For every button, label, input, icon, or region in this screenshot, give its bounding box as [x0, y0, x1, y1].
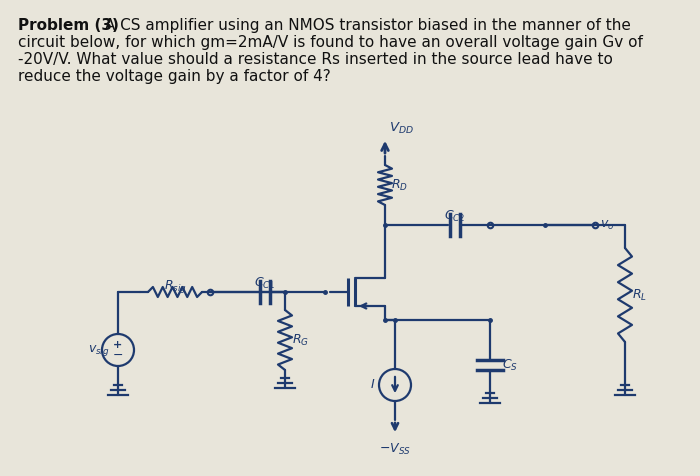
- Text: −: −: [113, 348, 123, 361]
- Text: $R_G$: $R_G$: [292, 332, 309, 347]
- Text: $v_{sig}$: $v_{sig}$: [88, 343, 110, 357]
- Text: -20V/V. What value should a resistance Rs inserted in the source lead have to: -20V/V. What value should a resistance R…: [18, 52, 613, 67]
- Text: $R_{sig}$: $R_{sig}$: [164, 278, 186, 295]
- Text: $v_o$: $v_o$: [600, 218, 615, 231]
- Text: $V_{DD}$: $V_{DD}$: [389, 121, 414, 136]
- Text: circuit below, for which gm=2mA/V is found to have an overall voltage gain Gv of: circuit below, for which gm=2mA/V is fou…: [18, 35, 643, 50]
- Text: $C_{C2}$: $C_{C2}$: [444, 209, 466, 224]
- Text: reduce the voltage gain by a factor of 4?: reduce the voltage gain by a factor of 4…: [18, 69, 330, 84]
- Text: A CS amplifier using an NMOS transistor biased in the manner of the: A CS amplifier using an NMOS transistor …: [100, 18, 631, 33]
- Text: $C_{C1}$: $C_{C1}$: [254, 276, 276, 291]
- Text: $C_S$: $C_S$: [502, 357, 518, 373]
- Text: Problem (3): Problem (3): [18, 18, 119, 33]
- Text: $R_D$: $R_D$: [391, 178, 408, 193]
- Text: $I$: $I$: [370, 378, 375, 391]
- Text: +: +: [113, 340, 122, 350]
- Text: $R_L$: $R_L$: [632, 288, 647, 303]
- Text: $-V_{SS}$: $-V_{SS}$: [379, 442, 411, 457]
